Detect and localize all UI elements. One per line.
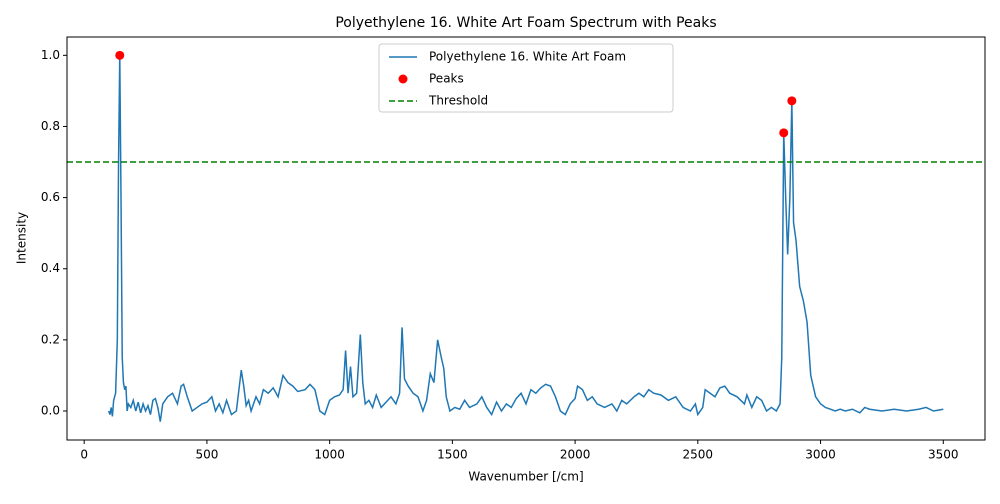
legend-label: Polyethylene 16. White Art Foam [429,50,626,64]
x-tick-label: 1000 [314,448,345,462]
y-axis-label: Intensity [15,212,29,264]
peak-point [787,96,797,106]
legend-label: Peaks [429,72,464,86]
x-axis-label: Wavenumber [/cm] [468,470,583,484]
x-tick-label: 0 [80,448,88,462]
y-tick-label: 0.8 [41,119,60,133]
legend-label: Threshold [428,94,488,108]
spectrum-line [108,55,944,422]
legend-marker [398,74,408,84]
x-tick-label: 1500 [437,448,468,462]
peak-point [779,128,789,138]
legend-box [378,43,674,113]
peak-point [115,50,125,60]
x-tick-label: 3500 [928,448,959,462]
y-tick-label: 0.4 [41,261,60,275]
chart-title: Polyethylene 16. White Art Foam Spectrum… [335,15,716,31]
axes-frame [66,36,986,441]
x-tick-label: 500 [195,448,218,462]
y-tick-label: 0.0 [41,404,60,418]
x-tick-label: 2000 [560,448,591,462]
y-tick-label: 0.6 [41,190,60,204]
y-tick-label: 0.2 [41,332,60,346]
y-tick-label: 1.0 [41,48,60,62]
x-tick-label: 3000 [805,448,836,462]
x-tick-label: 2500 [683,448,714,462]
